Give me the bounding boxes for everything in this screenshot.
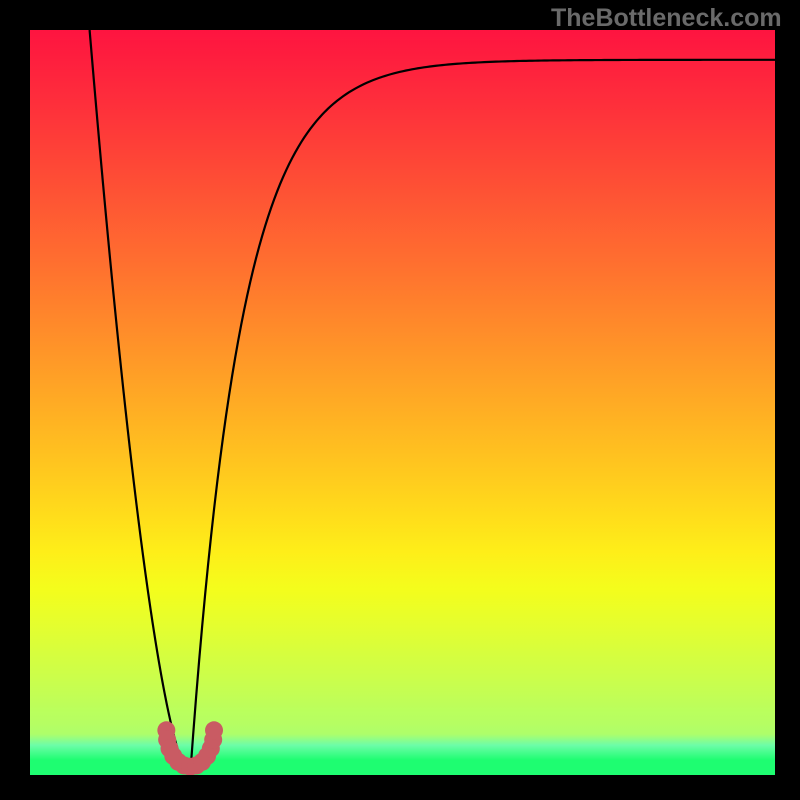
- gradient-background: [30, 30, 775, 775]
- chart-container: [30, 30, 775, 775]
- bottleneck-curve-chart: [30, 30, 775, 775]
- watermark-text: TheBottleneck.com: [551, 4, 782, 33]
